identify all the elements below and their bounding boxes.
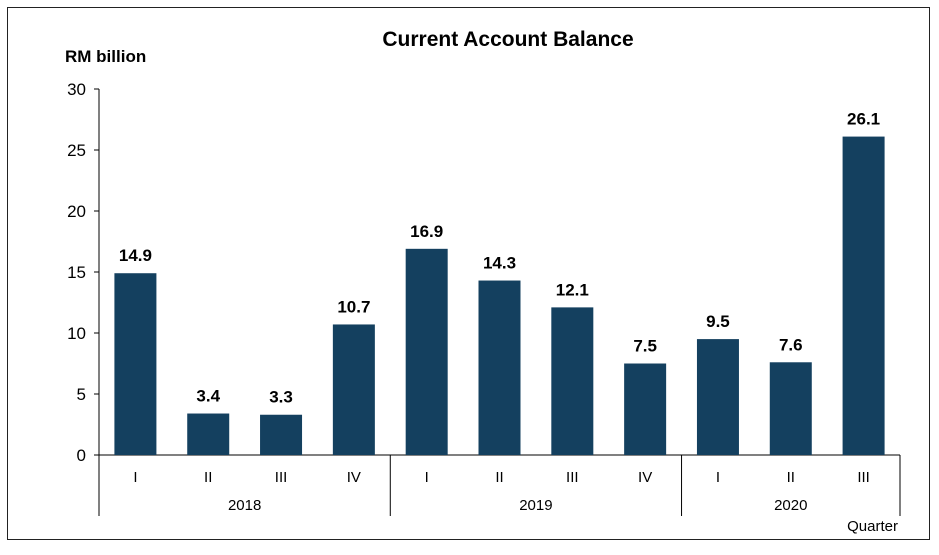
y-tick-label: 0 [77,446,86,465]
bar [260,414,303,455]
bar [187,413,230,455]
bar [842,136,885,455]
x-tick-label: I [716,469,720,486]
y-axis-unit-label: RM billion [65,47,146,66]
y-tick-label: 25 [67,141,86,160]
x-tick-label: IV [638,469,652,486]
bar [624,363,667,455]
x-tick-label: III [857,469,870,486]
x-tick-label: I [425,469,429,486]
data-label: 3.3 [269,388,293,407]
chart-frame [7,7,930,540]
x-tick-label: II [787,469,795,486]
y-tick-label: 15 [67,263,86,282]
bar [696,339,739,455]
data-label: 7.6 [779,335,803,354]
bars [114,136,885,455]
bar [114,273,157,455]
x-tick-label: III [566,469,579,486]
bar [405,248,448,455]
data-label: 14.3 [483,254,516,273]
x-tick-label: IV [347,469,361,486]
data-label: 14.9 [119,246,152,265]
y-tick-label: 20 [67,202,86,221]
x-tick-label: III [275,469,288,486]
year-label: 2019 [519,497,552,514]
data-label: 26.1 [847,110,880,129]
bar [478,280,521,455]
chart-title: Current Account Balance [382,28,633,51]
x-tick-label: I [133,469,137,486]
y-tick-label: 10 [67,324,86,343]
x-tick-label: II [495,469,503,486]
x-tick-label: II [204,469,212,486]
data-label: 9.5 [706,312,730,331]
bar [769,362,812,455]
bar [551,307,594,455]
data-label: 12.1 [556,280,589,299]
year-label: 2020 [774,497,807,514]
year-label: 2018 [228,497,261,514]
data-labels: 14.9 3.4 3.3 10.7 16.9 14.3 12.1 7.5 9.5 7.6 26.1 [119,110,880,407]
data-label: 7.5 [633,337,657,356]
x-axis-title: Quarter [847,518,898,535]
data-label: 3.4 [196,387,220,406]
y-tick-label: 5 [77,385,86,404]
data-label: 10.7 [337,297,370,316]
data-label: 16.9 [410,222,443,241]
bar [332,324,375,455]
y-tick-label: 30 [67,80,86,99]
